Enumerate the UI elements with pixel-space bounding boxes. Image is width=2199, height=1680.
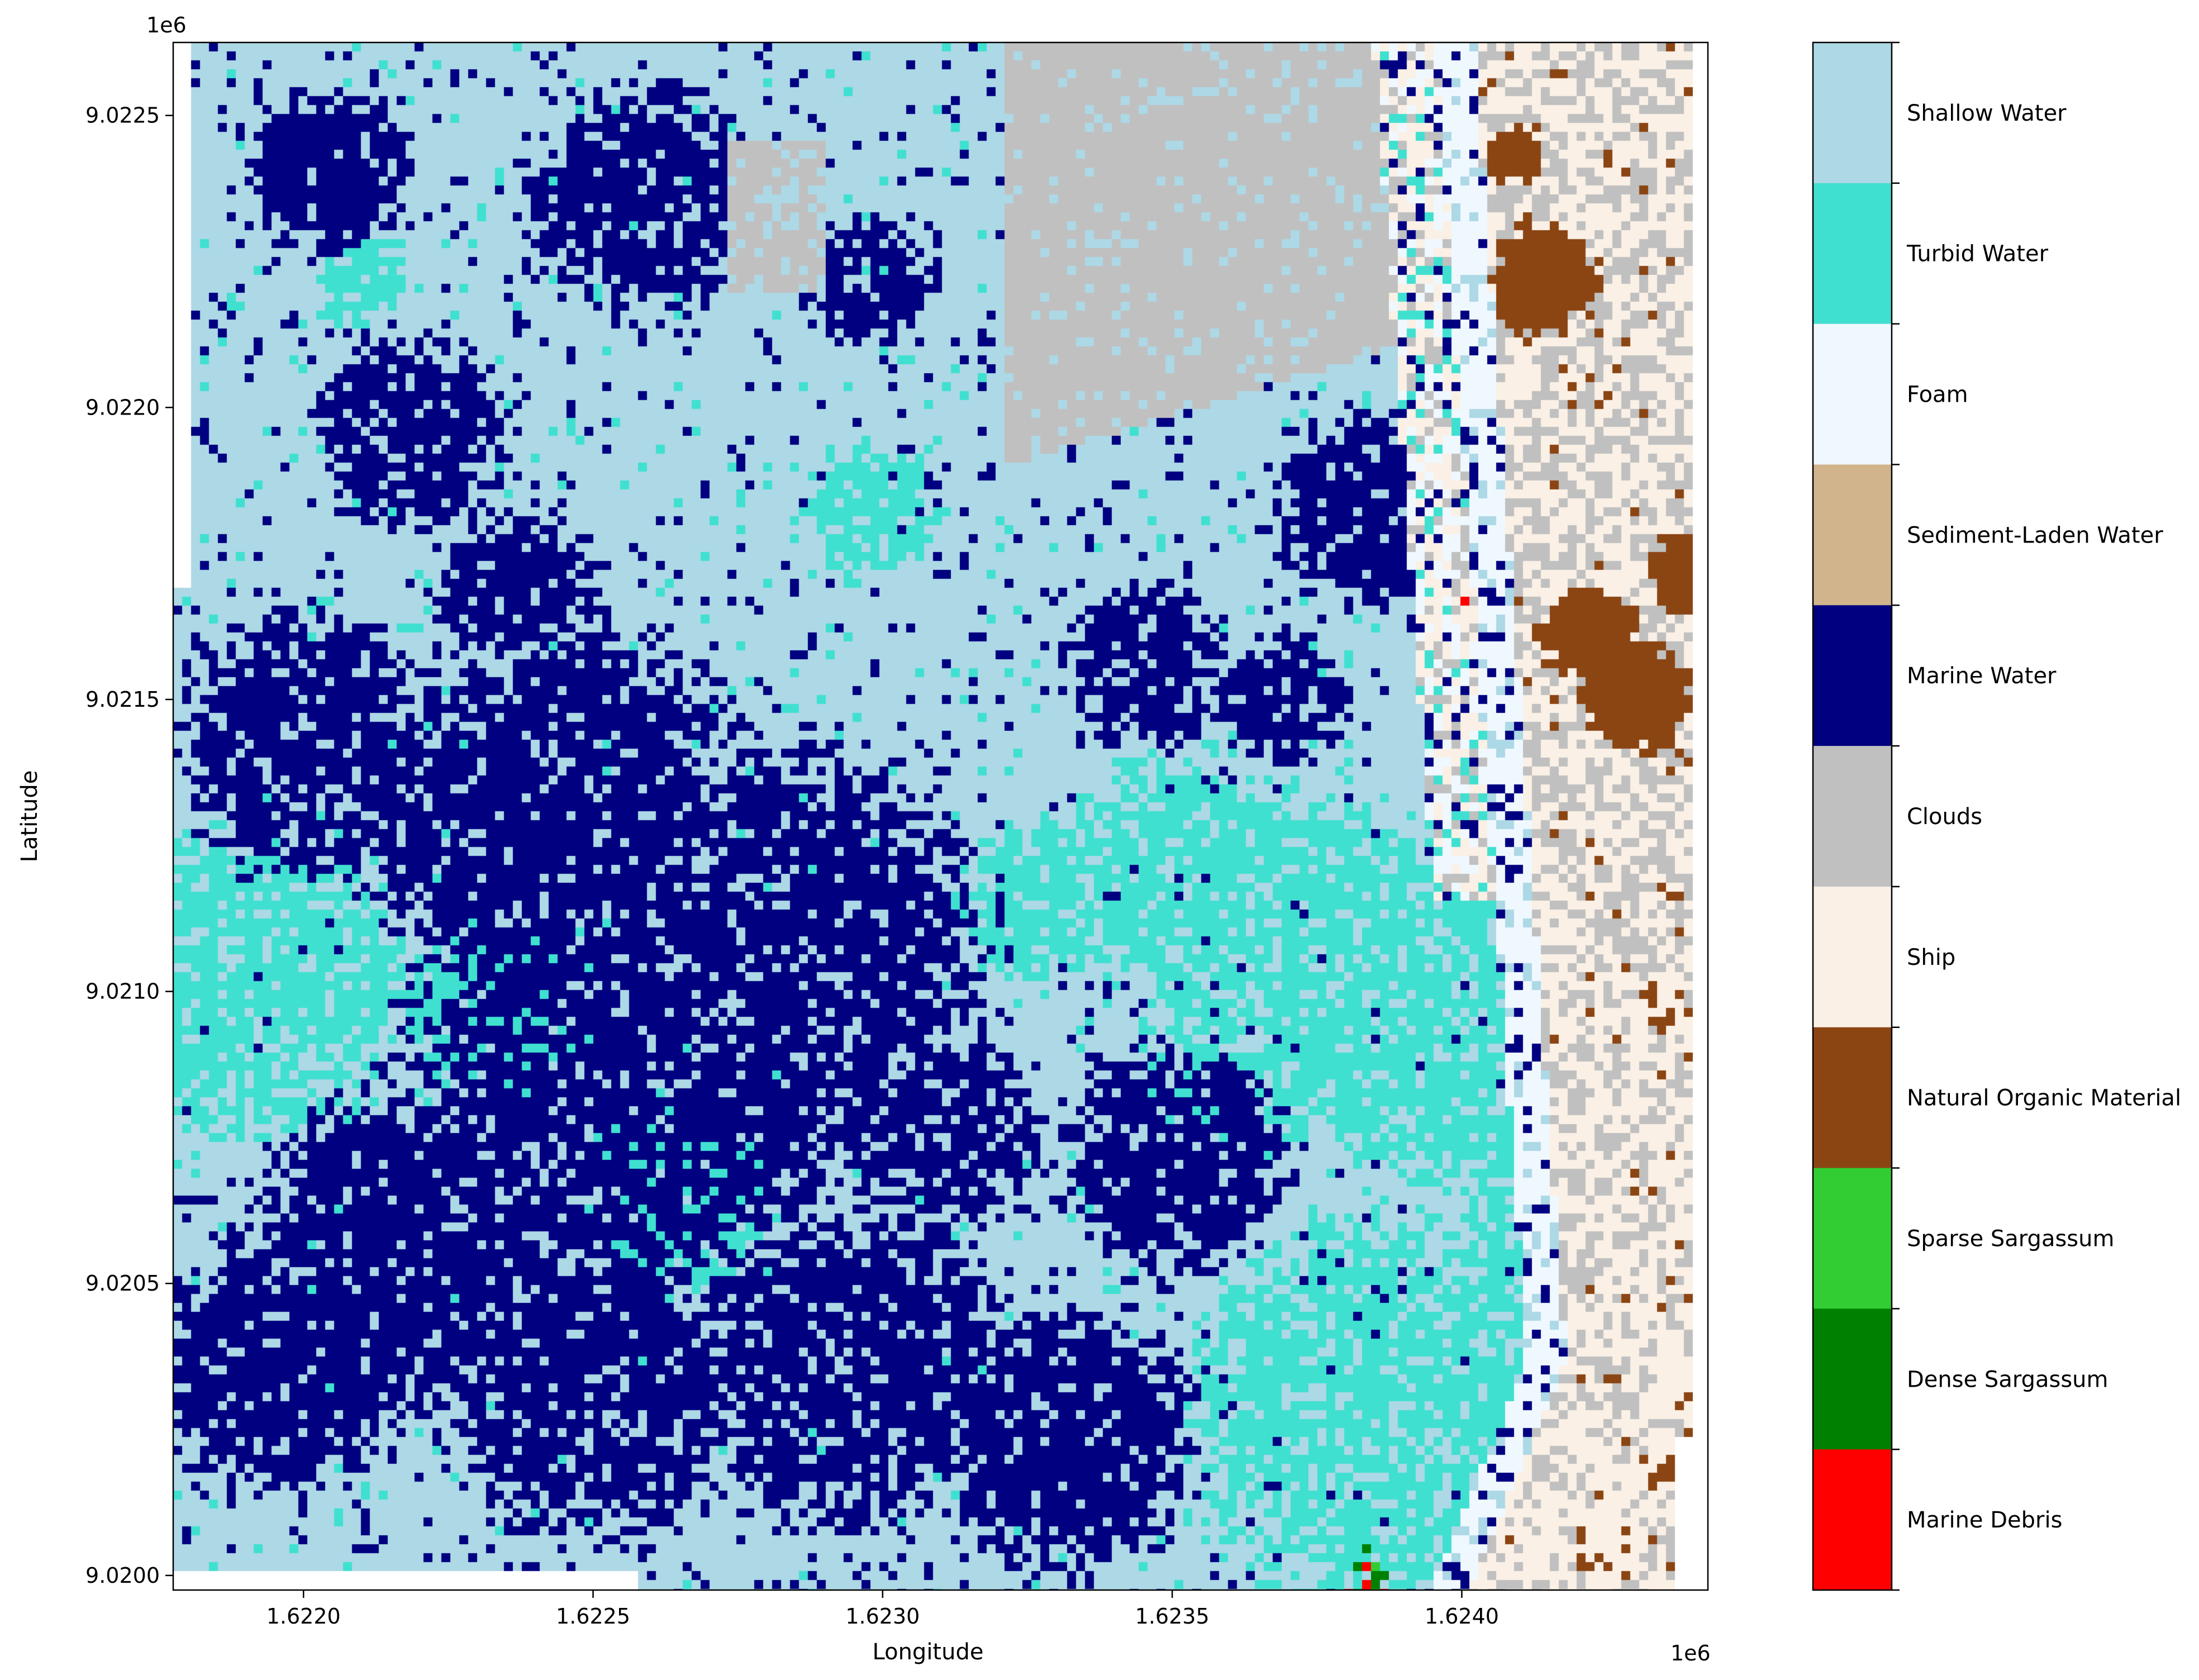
y-tick-label: 9.0205 <box>85 1271 160 1296</box>
colorbar-swatches <box>1813 42 1892 1591</box>
legend-swatch <box>1813 605 1892 746</box>
colorbar-labels: Shallow Water Turbid Water Foam Sediment-La… <box>1892 41 2181 1591</box>
legend-label: Marine Debris <box>1907 1507 2062 1533</box>
legend-label: Sediment-Laden Water <box>1907 522 2163 548</box>
class-colorbar-legend: Shallow Water Turbid Water Foam Sediment-La… <box>1812 41 2181 1591</box>
y-tick-label: 9.0225 <box>85 103 160 128</box>
legend-swatch <box>1813 1308 1892 1450</box>
y-tick-label: 9.0215 <box>85 687 160 712</box>
map-plot-area: 1.6220 1.6225 1.6230 1.6235 1.6240 9.02009.0… <box>85 41 1709 1629</box>
x-tick-label: 1.6240 <box>1425 1604 1499 1629</box>
y-axis-title: Latitude <box>17 770 42 863</box>
legend-label: Shallow Water <box>1907 101 2067 126</box>
legend-swatch <box>1813 1168 1892 1309</box>
x-offset-label: 1e6 <box>1670 1641 1711 1665</box>
legend-swatch <box>1813 1449 1892 1591</box>
x-tick-label: 1.6220 <box>266 1604 341 1629</box>
x-axis-ticks: 1.6220 1.6225 1.6230 1.6235 1.6240 <box>266 1590 1499 1629</box>
y-tick-label: 9.0200 <box>85 1563 160 1588</box>
legend-swatch <box>1813 183 1892 325</box>
legend-label: Natural Organic Material <box>1907 1086 2181 1111</box>
legend-label: Turbid Water <box>1906 241 2049 267</box>
y-axis-ticks: 9.0200 9.0205 9.0210 9.0215 9.0220 9.0225 <box>85 103 173 1588</box>
x-tick-label: 1.6225 <box>556 1604 630 1629</box>
y-tick-label: 9.0220 <box>85 395 160 420</box>
legend-label: Clouds <box>1907 804 1982 830</box>
y-tick-label: 9.0210 <box>85 979 160 1004</box>
legend-label: Foam <box>1907 382 1968 408</box>
legend-swatch <box>1813 464 1892 606</box>
raster-image <box>173 42 1708 1590</box>
legend-swatch <box>1813 886 1892 1028</box>
legend-label: Ship <box>1907 945 1955 970</box>
legend-swatch <box>1813 42 1892 184</box>
legend-swatch <box>1813 1027 1892 1169</box>
legend-label: Sparse Sargassum <box>1907 1226 2114 1251</box>
colorbar-frame <box>1812 41 1893 1591</box>
plot-frame <box>172 41 1709 1591</box>
legend-swatch <box>1813 746 1892 887</box>
legend-label: Dense Sargassum <box>1907 1367 2108 1392</box>
legend-swatch <box>1813 323 1892 465</box>
classification-raster <box>173 42 1708 1590</box>
x-tick-label: 1.6235 <box>1135 1604 1210 1629</box>
y-offset-label: 1e6 <box>146 13 187 37</box>
x-axis-title: Longitude <box>873 1639 984 1665</box>
x-tick-label: 1.6230 <box>845 1604 920 1629</box>
legend-label: Marine Water <box>1907 663 2057 689</box>
